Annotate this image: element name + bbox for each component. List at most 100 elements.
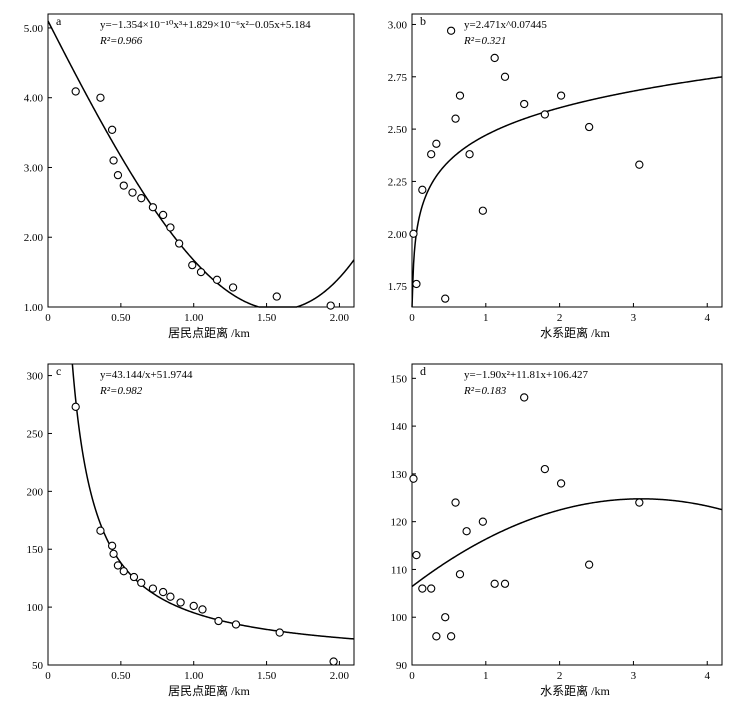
chart-a-equation: y=−1.354×10⁻¹⁰x³+1.829×10⁻⁶x²−0.05x+5.18…	[100, 19, 311, 31]
chart-d-r2: R²=0.183	[463, 385, 507, 397]
chart-d-point-3	[427, 584, 436, 593]
chart-d-point-16	[584, 560, 594, 569]
chart-a-point-9	[158, 210, 168, 220]
chart-d-x-axis-label: 水系距离 /km	[540, 683, 610, 698]
chart-a-r2: R²=0.966	[99, 35, 143, 47]
chart-b-points	[409, 26, 644, 303]
chart-a-point-8	[148, 203, 158, 212]
chart-c-ticks: 0 0.50 1.00 1.50 2.00 50 100 150 200 250 300	[27, 371, 350, 682]
chart-a-x-tick-label-1: 0.50	[111, 312, 131, 324]
chart-a-ticks: 0 0.50 1.00 1.50 2.00 1.00 2.00 3.00 4.00 5.00	[24, 23, 350, 324]
chart-a-point-4	[113, 170, 123, 180]
chart-b-equation: y=2.471x^0.07445	[464, 19, 547, 31]
chart-d-point-9	[462, 527, 471, 536]
chart-a-point-6	[128, 188, 137, 197]
chart-b-point-4	[432, 139, 441, 148]
chart-d-x-tick-label-4: 4	[704, 670, 710, 682]
chart-a-x-tick-label-0: 0	[45, 312, 51, 324]
chart-c-y-tick-label-0: 50	[32, 660, 44, 672]
chart-c-y-tick-label-4: 250	[27, 428, 44, 440]
chart-d-ticks: 0 1 2 3 4 90 100 110 120 130 140 150	[391, 373, 711, 682]
chart-b-point-8	[455, 91, 465, 100]
chart-d-panel-label: d	[420, 364, 426, 378]
chart-c-point-0	[71, 402, 80, 411]
chart-b-y-tick-label-0: 1.75	[388, 281, 408, 293]
chart-d-fit-line	[411, 498, 723, 588]
chart-b-fit-curve	[411, 76, 723, 308]
chart-d-point-2	[418, 584, 427, 593]
chart-c-point-8	[148, 584, 158, 593]
chart-a-point-11	[174, 239, 184, 248]
chart-b-point-0	[409, 229, 418, 238]
chart-b-point-13	[520, 99, 529, 109]
chart-a-y-tick-label-4: 5.00	[24, 23, 44, 35]
chart-a-point-3	[109, 156, 118, 165]
chart-d-point-5	[441, 613, 450, 622]
chart-d-y-tick-label-6: 150	[391, 373, 408, 385]
chart-a-point-14	[212, 275, 222, 284]
chart-a-point-15	[228, 283, 238, 292]
chart-d-point-17	[635, 498, 644, 507]
chart-d-point-10	[478, 517, 488, 526]
chart-d: 0 1 2 3 4 90 100 110 120 130 140 150 d y=−1.90x²+11…	[391, 363, 723, 698]
chart-b-y-tick-label-3: 2.50	[388, 124, 408, 136]
chart-c-y-tick-label-2: 150	[27, 544, 44, 556]
chart-c-y-tick-label-5: 300	[27, 371, 44, 383]
chart-d-plot-frame	[411, 363, 723, 666]
chart-d-point-15	[556, 479, 566, 488]
chart-b-x-tick-label-3: 3	[631, 312, 637, 324]
chart-d-y-tick-label-5: 140	[391, 421, 408, 433]
chart-a-y-tick-label-2: 3.00	[24, 162, 44, 174]
chart-d-x-tick-label-3: 3	[631, 670, 637, 682]
chart-c-point-7	[137, 578, 146, 587]
chart-d-fit-curve	[411, 498, 723, 588]
chart-b-point-6	[446, 26, 456, 35]
chart-a-x-tick-label-3: 1.50	[257, 312, 277, 324]
chart-c-point-15	[231, 620, 241, 629]
chart-c-r2: R²=0.982	[99, 385, 143, 397]
chart-d-x-tick-label-1: 1	[483, 670, 489, 682]
chart-b-point-11	[490, 53, 499, 63]
chart-d-points	[409, 393, 644, 641]
chart-c-fit-line	[71, 363, 355, 640]
chart-c-y-tick-label-1: 100	[27, 602, 44, 614]
chart-d-point-13	[520, 393, 529, 402]
chart-d-point-0	[409, 474, 418, 483]
chart-b-x-tick-label-2: 2	[557, 312, 563, 324]
chart-b-x-axis-label: 水系距离 /km	[540, 325, 610, 340]
chart-d-point-14	[540, 464, 550, 474]
chart-b-x-tick-label-0: 0	[409, 312, 415, 324]
chart-c-point-13	[198, 605, 207, 614]
chart-d-point-12	[500, 579, 510, 588]
chart-a-point-7	[137, 194, 146, 203]
chart-c-x-tick-label-4: 2.00	[330, 670, 350, 682]
chart-a-points	[71, 87, 335, 310]
chart-d-point-6	[446, 632, 456, 641]
chart-c-x-axis-label: 居民点距离 /km	[168, 683, 250, 698]
chart-b-y-tick-label-1: 2.00	[388, 229, 408, 241]
chart-a-y-tick-label-1: 2.00	[24, 232, 44, 244]
chart-d-point-8	[455, 570, 465, 579]
chart-b-point-5	[441, 294, 450, 303]
chart-a-point-16	[272, 292, 281, 301]
chart-b-point-2	[418, 185, 427, 194]
chart-b-point-7	[451, 114, 460, 123]
chart-a-y-tick-label-0: 1.00	[24, 302, 44, 314]
chart-c-point-6	[129, 572, 139, 582]
chart-c-point-4	[113, 561, 123, 570]
chart-d-point-4	[432, 632, 441, 641]
chart-a-point-12	[188, 260, 197, 270]
chart-a: 0 0.50 1.00 1.50 2.001.002.003.004.005.00 a …	[24, 13, 355, 340]
chart-c-x-tick-label-2: 1.00	[184, 670, 204, 682]
chart-d-point-11	[490, 579, 499, 588]
chart-a-plot-frame	[47, 13, 355, 308]
chart-c-point-12	[189, 601, 198, 611]
chart-c-y-tick-label-3: 200	[27, 486, 44, 498]
chart-b: 0 1 2 3 4 1.75 2.00 2.25 2.50 2.75 3.00 b y=2.471x…	[388, 13, 723, 340]
chart-b-ticks: 0 1 2 3 4 1.75 2.00 2.25 2.50 2.75 3.00	[388, 19, 711, 324]
chart-d-x-tick-label-2: 2	[557, 670, 563, 682]
chart-d-x-tick-label-0: 0	[409, 670, 415, 682]
chart-b-x-tick-label-4: 4	[704, 312, 710, 324]
chart-d-point-1	[412, 550, 421, 560]
